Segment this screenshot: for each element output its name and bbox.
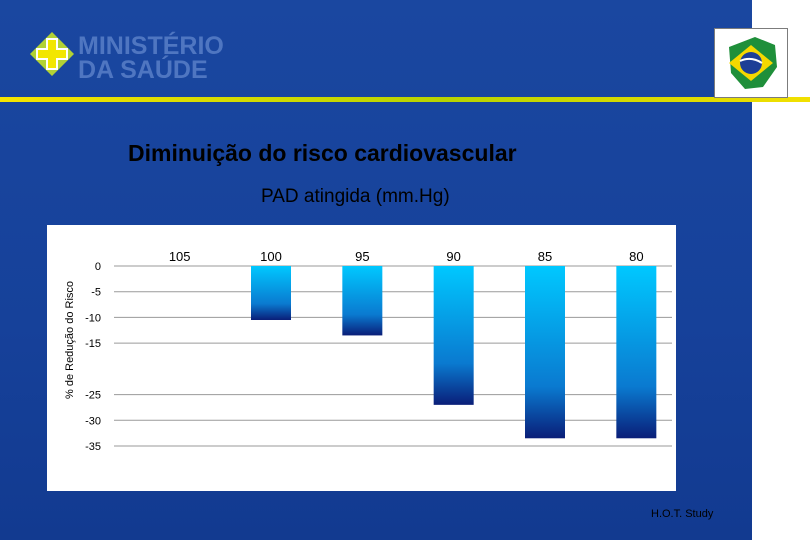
bar-85 xyxy=(525,266,565,439)
logo-text-line2: DA SAÚDE xyxy=(78,56,208,84)
bar-100 xyxy=(251,266,291,320)
header-rule xyxy=(0,97,810,102)
x-tick-label: 85 xyxy=(538,249,552,264)
y-tick-label: -15 xyxy=(85,338,101,350)
y-tick-label: 0 xyxy=(95,261,101,273)
bar-chart: 0 -5 -10 -15 -25 -30 -35 105 100 95 90 85 80 xyxy=(85,249,672,453)
y-tick-label: -5 xyxy=(91,287,101,299)
logo-text-line1: MINISTÉRIO xyxy=(78,32,224,60)
source-note: H.O.T. Study xyxy=(651,508,714,520)
y-tick-label: -25 xyxy=(85,390,101,402)
x-tick-label: 100 xyxy=(260,249,282,264)
y-axis-label: % de Redução do Risco xyxy=(64,280,76,400)
y-tick-label: -35 xyxy=(85,441,101,453)
bar-95 xyxy=(342,266,383,336)
x-tick-label: 90 xyxy=(446,249,460,264)
x-tick-label: 95 xyxy=(355,249,369,264)
x-tick-label: 105 xyxy=(169,249,191,264)
slide-title: Diminuição do risco cardiovascular xyxy=(128,140,517,166)
ministerio-logo: MINISTÉRIO DA SAÚDE xyxy=(28,30,248,84)
chart-plot-area: 0 -5 -10 -15 -25 -30 -35 105 100 95 90 85 80 xyxy=(47,225,676,491)
bar-90 xyxy=(433,266,474,405)
bar-80 xyxy=(616,266,657,439)
y-tick-label: -30 xyxy=(85,415,101,427)
y-tick-label: -10 xyxy=(85,312,101,324)
x-tick-label: 80 xyxy=(629,249,643,264)
cross-logo-icon xyxy=(30,32,74,76)
brazil-flag-emblem xyxy=(714,28,788,98)
flag-icon xyxy=(729,37,777,89)
chart-subtitle: PAD atingida (mm.Hg) xyxy=(261,186,450,207)
